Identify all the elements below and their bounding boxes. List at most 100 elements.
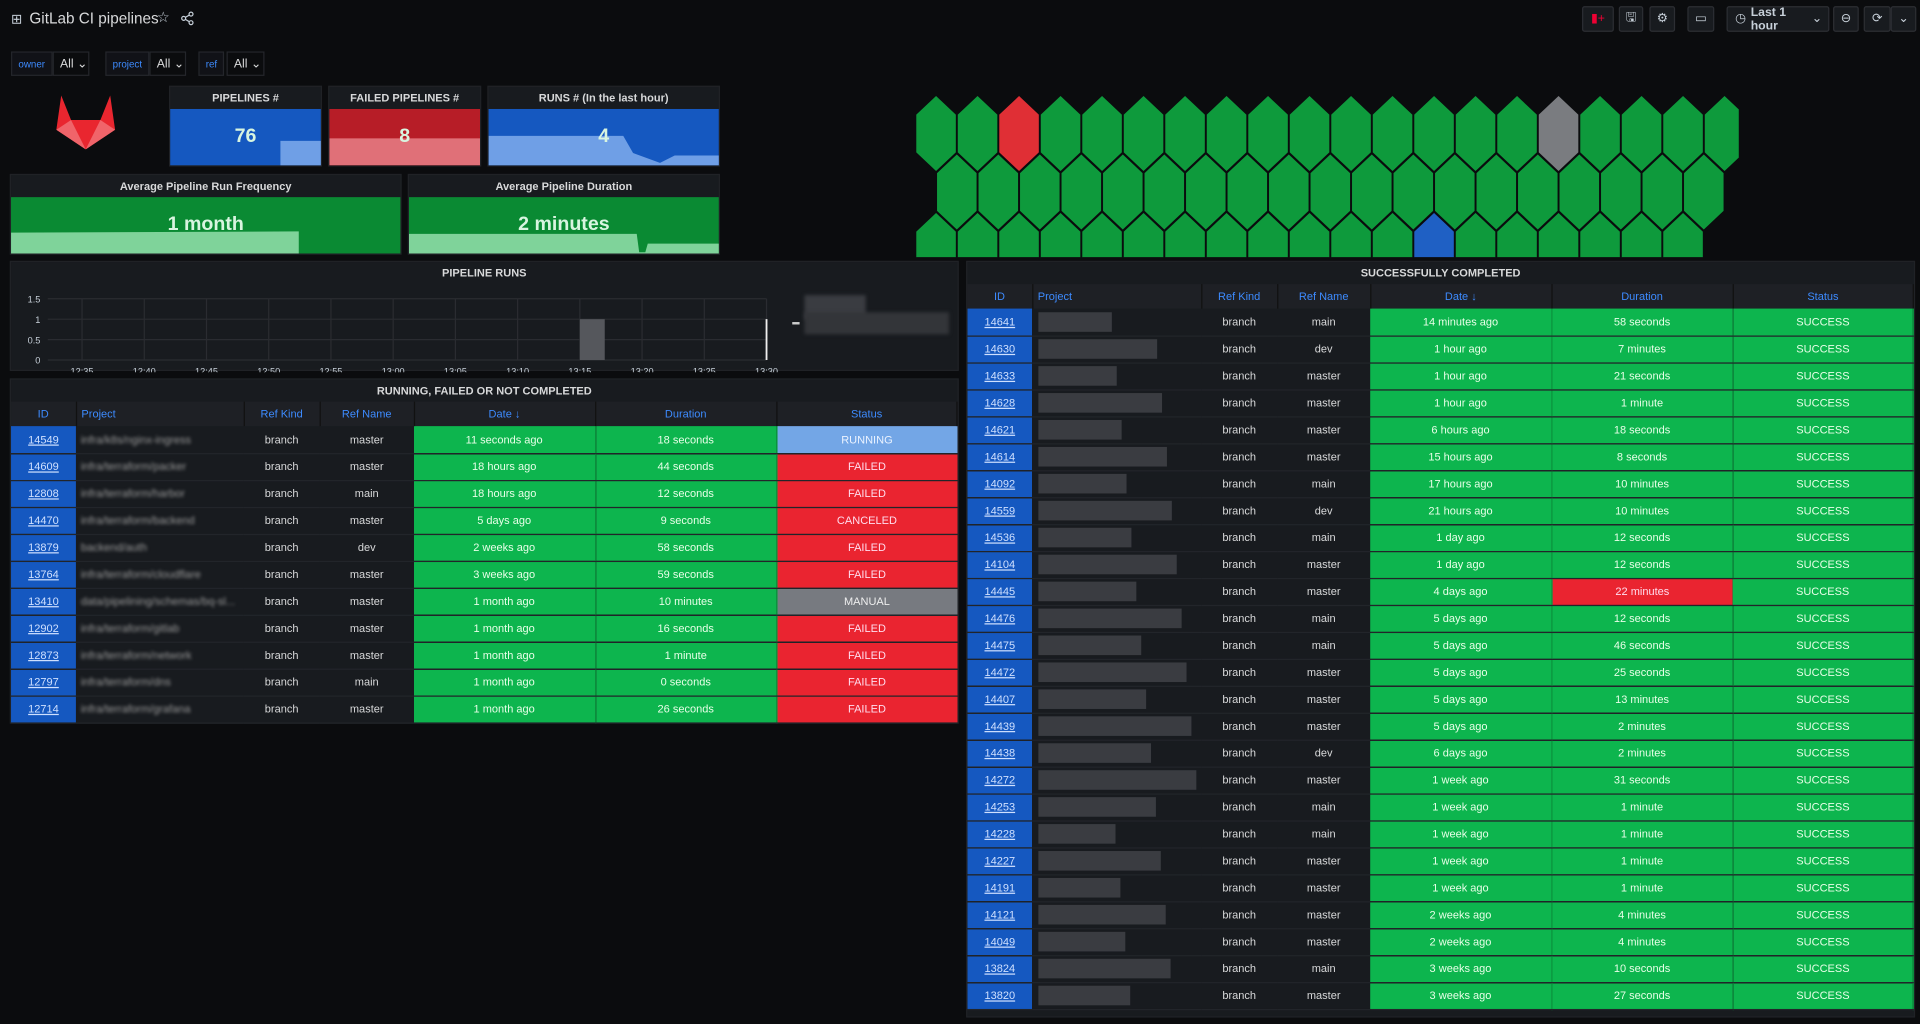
- hex-cell[interactable]: [1330, 95, 1372, 173]
- pipeline-id-link[interactable]: 14191: [984, 881, 1016, 894]
- pipeline-id-link[interactable]: 14272: [984, 773, 1016, 787]
- hex-cell[interactable]: [1413, 212, 1455, 258]
- column-header[interactable]: Ref Name: [319, 401, 415, 427]
- pipeline-id-cell[interactable]: 14633: [967, 362, 1033, 391]
- pipeline-id-link[interactable]: 13824: [984, 962, 1016, 975]
- pipeline-id-link[interactable]: 13820: [984, 989, 1016, 1002]
- add-panel-icon[interactable]: ▮+: [1582, 6, 1614, 32]
- pipeline-id-link[interactable]: 13879: [28, 541, 59, 554]
- pipeline-id-link[interactable]: 14439: [984, 720, 1016, 733]
- hex-cell[interactable]: [1019, 153, 1061, 231]
- hex-cell[interactable]: [1372, 212, 1414, 258]
- hex-cell[interactable]: [1558, 153, 1600, 231]
- pipeline-id-cell[interactable]: 13764: [11, 560, 76, 589]
- runs-bar[interactable]: [579, 319, 605, 361]
- hex-cell[interactable]: [1081, 212, 1123, 258]
- pipeline-id-link[interactable]: 14559: [984, 504, 1016, 517]
- hex-cell[interactable]: [1206, 95, 1248, 173]
- hex-cell[interactable]: [1372, 95, 1414, 173]
- hex-cell[interactable]: [1704, 95, 1739, 173]
- pipeline-id-link[interactable]: 14628: [984, 396, 1016, 409]
- pipeline-id-cell[interactable]: 13820: [967, 982, 1033, 1010]
- dashboard-grid-icon[interactable]: ⊞: [11, 12, 23, 27]
- hex-cell[interactable]: [1434, 153, 1476, 231]
- pipeline-id-link[interactable]: 14049: [984, 935, 1016, 948]
- pipeline-id-link[interactable]: 12902: [28, 622, 59, 635]
- hex-cell[interactable]: [1413, 95, 1455, 173]
- hex-cell[interactable]: [957, 212, 999, 258]
- pipeline-id-cell[interactable]: 14609: [11, 453, 76, 481]
- hex-cell[interactable]: [1538, 212, 1580, 258]
- hex-cell[interactable]: [1040, 95, 1082, 173]
- pipeline-id-link[interactable]: 12873: [28, 648, 59, 662]
- hex-cell[interactable]: [1123, 212, 1165, 258]
- pipeline-id-link[interactable]: 12797: [28, 675, 59, 689]
- column-header[interactable]: Ref Name: [1277, 284, 1371, 309]
- pipeline-id-cell[interactable]: 14407: [967, 685, 1033, 714]
- hex-cell[interactable]: [998, 95, 1040, 173]
- hex-cell[interactable]: [1123, 95, 1165, 173]
- hex-cell[interactable]: [1538, 95, 1580, 173]
- pipeline-id-cell[interactable]: 12873: [11, 641, 76, 670]
- pipeline-id-cell[interactable]: 14476: [967, 604, 1033, 633]
- hex-cell[interactable]: [1662, 212, 1704, 258]
- pipeline-id-link[interactable]: 12808: [28, 487, 59, 500]
- hex-cell[interactable]: [1164, 95, 1206, 173]
- pipeline-id-cell[interactable]: 14475: [967, 631, 1033, 660]
- pipeline-id-link[interactable]: 14407: [984, 693, 1016, 706]
- hex-cell[interactable]: [1351, 153, 1393, 231]
- pipeline-id-link[interactable]: 14470: [28, 514, 59, 527]
- pipeline-id-link[interactable]: 14633: [984, 369, 1016, 383]
- hex-cell[interactable]: [936, 153, 978, 231]
- variable-ref-select[interactable]: All ⌄: [226, 51, 265, 76]
- hex-cell[interactable]: [957, 95, 999, 173]
- hex-cell[interactable]: [1309, 153, 1351, 231]
- column-header[interactable]: Ref Kind: [1201, 284, 1278, 309]
- column-header[interactable]: Status: [776, 401, 958, 427]
- pipeline-id-link[interactable]: 14621: [984, 423, 1016, 436]
- pipeline-id-link[interactable]: 14614: [984, 450, 1016, 463]
- save-icon[interactable]: 🖫: [1618, 6, 1644, 32]
- pipeline-id-link[interactable]: 14472: [984, 666, 1016, 679]
- hex-cell[interactable]: [1040, 212, 1082, 258]
- pipeline-id-cell[interactable]: 12808: [11, 480, 76, 508]
- hex-cell[interactable]: [1600, 153, 1642, 231]
- hex-cell[interactable]: [1143, 153, 1185, 231]
- pipeline-id-link[interactable]: 14609: [28, 460, 59, 473]
- pipeline-id-cell[interactable]: 14439: [967, 712, 1033, 741]
- share-icon[interactable]: [180, 10, 195, 26]
- pipeline-id-link[interactable]: 14641: [984, 315, 1016, 328]
- pipeline-id-link[interactable]: 14630: [984, 342, 1016, 356]
- hex-cell[interactable]: [1330, 212, 1372, 258]
- hex-cell[interactable]: [1289, 212, 1331, 258]
- column-header[interactable]: Date ↓: [413, 401, 596, 427]
- hex-cell[interactable]: [1289, 95, 1331, 173]
- column-header[interactable]: ID: [11, 401, 77, 427]
- pipeline-id-cell[interactable]: 14104: [967, 551, 1033, 579]
- hex-cell[interactable]: [1164, 212, 1206, 258]
- column-header[interactable]: Status: [1732, 284, 1914, 309]
- hex-cell[interactable]: [1579, 95, 1621, 173]
- pipeline-id-link[interactable]: 12714: [28, 702, 59, 716]
- pipeline-id-link[interactable]: 14475: [984, 639, 1016, 652]
- hex-cell[interactable]: [915, 212, 957, 258]
- hex-cell[interactable]: [1185, 153, 1227, 231]
- hex-cell[interactable]: [1226, 153, 1268, 231]
- pipeline-id-cell[interactable]: 14445: [967, 577, 1033, 606]
- pipeline-id-cell[interactable]: 14228: [967, 820, 1033, 848]
- pipeline-id-link[interactable]: 13410: [28, 595, 59, 608]
- pipeline-id-link[interactable]: 14228: [984, 827, 1016, 841]
- column-header[interactable]: Date ↓: [1370, 284, 1553, 309]
- pipeline-id-cell[interactable]: 14641: [967, 308, 1033, 337]
- pipeline-id-cell[interactable]: 14628: [967, 389, 1033, 417]
- settings-icon[interactable]: ⚙: [1649, 6, 1676, 32]
- pipeline-id-link[interactable]: 14227: [984, 854, 1016, 867]
- pipeline-id-cell[interactable]: 13410: [11, 587, 76, 616]
- pipeline-id-cell[interactable]: 14253: [967, 793, 1033, 822]
- time-picker[interactable]: ◷ Last 1 hour ⌄: [1726, 6, 1830, 32]
- hex-cell[interactable]: [1081, 95, 1123, 173]
- hex-cell[interactable]: [977, 153, 1019, 231]
- pipeline-id-cell[interactable]: 14191: [967, 874, 1033, 902]
- pipeline-id-cell[interactable]: 14472: [967, 658, 1033, 687]
- hex-cell[interactable]: [1641, 153, 1683, 231]
